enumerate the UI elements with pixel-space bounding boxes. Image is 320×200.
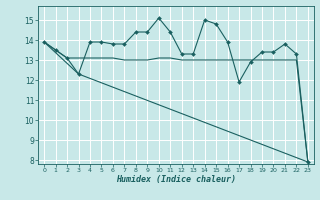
X-axis label: Humidex (Indice chaleur): Humidex (Indice chaleur)	[116, 175, 236, 184]
